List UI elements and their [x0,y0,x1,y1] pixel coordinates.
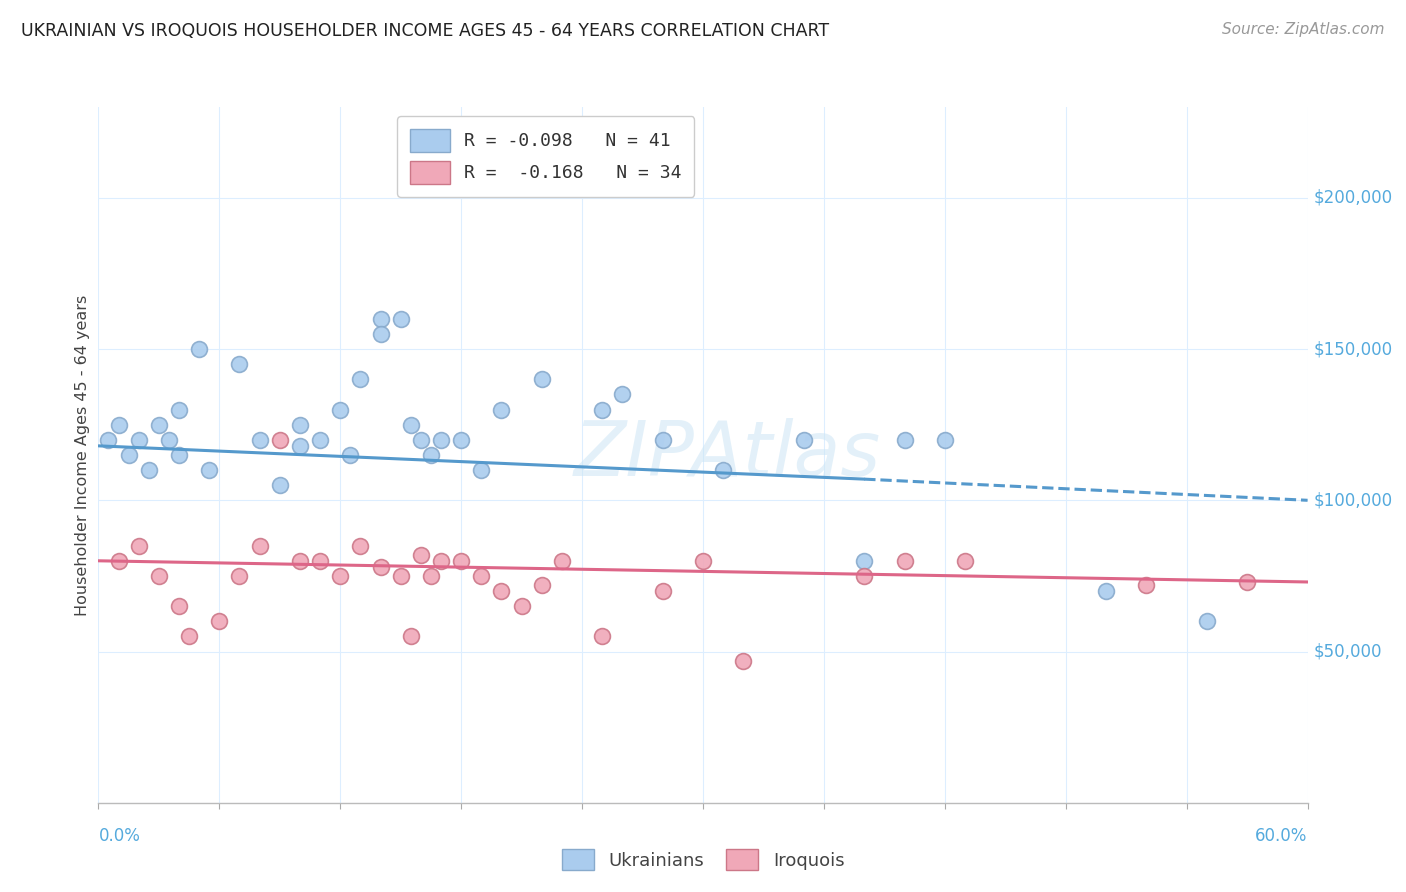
Point [177,629,201,643]
Point [370,311,392,326]
Point [853,554,876,568]
Point [470,463,492,477]
Text: ZIPAtlas: ZIPAtlas [574,418,880,491]
Text: UKRAINIAN VS IROQUOIS HOUSEHOLDER INCOME AGES 45 - 64 YEARS CORRELATION CHART: UKRAINIAN VS IROQUOIS HOUSEHOLDER INCOME… [21,22,830,40]
Point [288,417,311,432]
Text: $50,000: $50,000 [1313,642,1382,661]
Point [167,448,190,462]
Point [329,402,352,417]
Point [198,463,221,477]
Point [430,554,453,568]
Point [470,569,492,583]
Point [249,433,271,447]
Point [399,629,422,643]
Point [370,559,392,574]
Point [1095,584,1118,599]
Point [591,402,613,417]
Legend: Ukrainians, Iroquois: Ukrainians, Iroquois [554,842,852,877]
Point [107,554,129,568]
Point [651,584,673,599]
Point [491,584,513,599]
Point [309,554,332,568]
Point [349,539,371,553]
Point [893,433,915,447]
Point [893,554,915,568]
Point [148,569,170,583]
Point [167,599,190,614]
Point [733,654,755,668]
Point [208,615,231,629]
Point [269,433,291,447]
Point [853,569,876,583]
Point [399,417,422,432]
Text: Source: ZipAtlas.com: Source: ZipAtlas.com [1222,22,1385,37]
Point [591,629,613,643]
Point [530,372,553,386]
Point [419,569,441,583]
Point [249,539,271,553]
Point [128,539,150,553]
Point [1195,615,1218,629]
Point [329,569,352,583]
Point [551,554,574,568]
Point [128,433,150,447]
Point [450,554,472,568]
Point [389,311,412,326]
Point [711,463,734,477]
Point [1236,574,1258,589]
Point [1135,578,1157,592]
Point [167,402,190,417]
Point [934,433,956,447]
Text: $100,000: $100,000 [1313,491,1393,509]
Point [309,433,332,447]
Point [228,569,250,583]
Point [107,417,129,432]
Point [370,326,392,341]
Text: 60.0%: 60.0% [1256,827,1308,845]
Point [409,433,432,447]
Point [148,417,170,432]
Point [349,372,371,386]
Text: 0.0%: 0.0% [98,827,141,845]
Point [339,448,361,462]
Point [188,342,211,356]
Y-axis label: Householder Income Ages 45 - 64 years: Householder Income Ages 45 - 64 years [75,294,90,615]
Point [97,433,120,447]
Point [409,548,432,562]
Point [430,433,453,447]
Point [450,433,472,447]
Point [288,554,311,568]
Point [157,433,180,447]
Point [269,478,291,492]
Point [953,554,976,568]
Point [692,554,714,568]
Point [651,433,673,447]
Point [118,448,141,462]
Point [138,463,160,477]
Point [389,569,412,583]
Point [510,599,533,614]
Point [228,357,250,371]
Point [530,578,553,592]
Point [793,433,815,447]
Point [612,387,634,401]
Point [491,402,513,417]
Text: $150,000: $150,000 [1313,340,1393,358]
Text: $200,000: $200,000 [1313,189,1393,207]
Point [288,439,311,453]
Point [419,448,441,462]
